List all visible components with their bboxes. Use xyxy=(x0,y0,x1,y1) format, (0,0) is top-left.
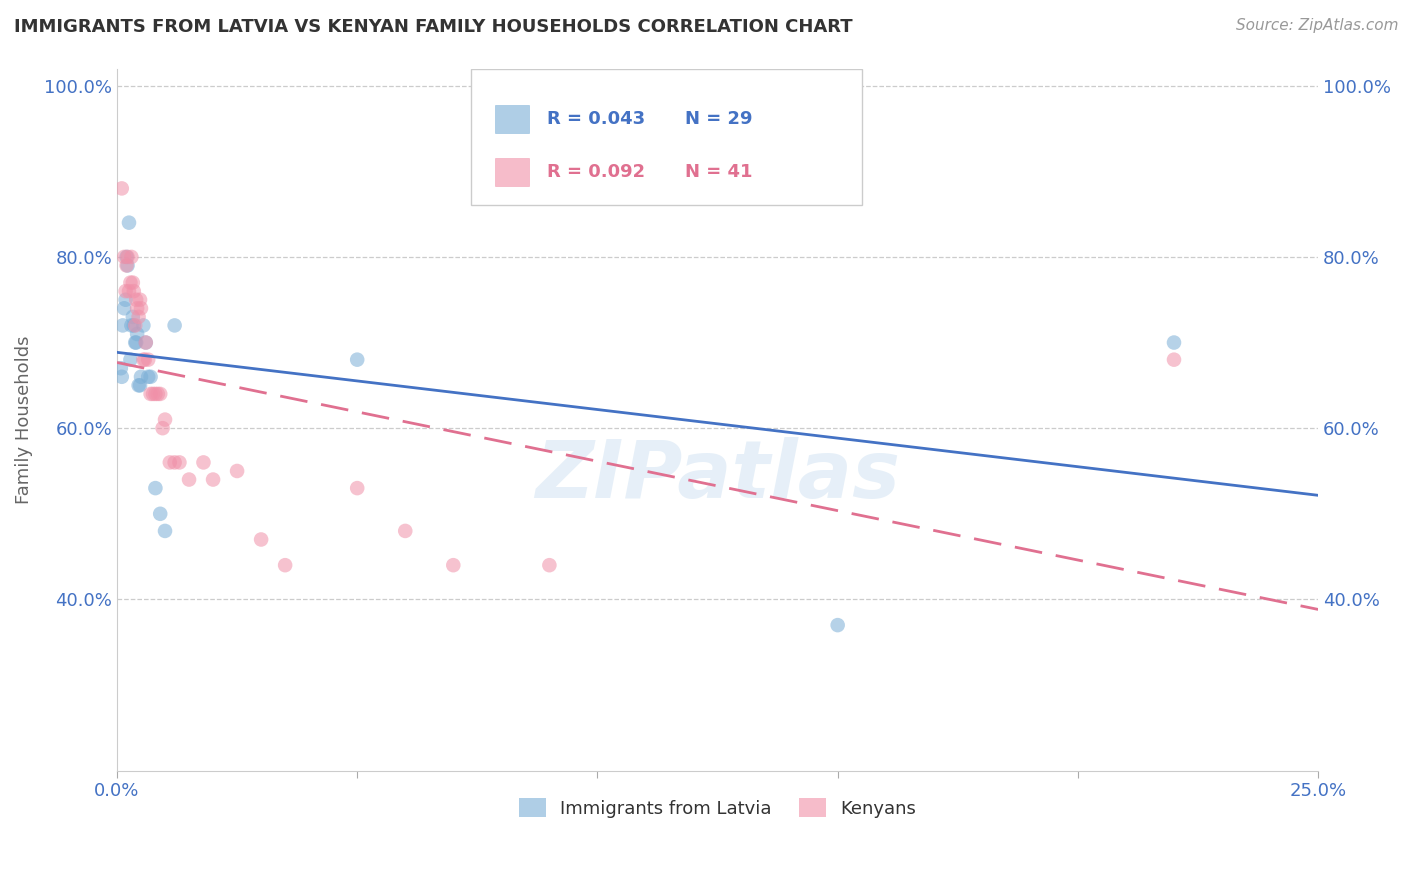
Point xyxy=(125,293,148,307)
Point xyxy=(1163,335,1185,350)
Point xyxy=(153,412,176,426)
Point xyxy=(112,250,135,264)
Point xyxy=(177,473,200,487)
Point xyxy=(127,326,149,341)
Point xyxy=(135,335,157,350)
Text: IMMIGRANTS FROM LATVIA VS KENYAN FAMILY HOUSEHOLDS CORRELATION CHART: IMMIGRANTS FROM LATVIA VS KENYAN FAMILY … xyxy=(14,18,852,36)
Point xyxy=(129,293,152,307)
Point xyxy=(193,455,215,469)
Point xyxy=(134,352,156,367)
Point xyxy=(120,276,142,290)
Point xyxy=(149,507,172,521)
Point xyxy=(1163,352,1185,367)
Point xyxy=(538,558,561,573)
Point xyxy=(827,618,849,632)
Point xyxy=(124,335,146,350)
Point xyxy=(118,216,141,230)
Point xyxy=(128,310,150,324)
Point xyxy=(346,352,368,367)
Point xyxy=(111,181,134,195)
Point xyxy=(274,558,297,573)
Point xyxy=(169,455,191,469)
Point xyxy=(159,455,181,469)
Point xyxy=(120,318,142,333)
Point xyxy=(139,387,162,401)
Text: ZIPatlas: ZIPatlas xyxy=(536,437,900,515)
Point xyxy=(145,387,167,401)
Point xyxy=(136,352,159,367)
Point xyxy=(128,378,150,392)
Point xyxy=(118,284,141,298)
Point xyxy=(152,421,174,435)
Text: Source: ZipAtlas.com: Source: ZipAtlas.com xyxy=(1236,18,1399,33)
Point xyxy=(115,259,138,273)
Point xyxy=(120,352,142,367)
Point xyxy=(117,259,139,273)
Point xyxy=(226,464,249,478)
Legend: Immigrants from Latvia, Kenyans: Immigrants from Latvia, Kenyans xyxy=(512,791,924,825)
Point xyxy=(112,301,135,316)
Point xyxy=(145,481,167,495)
Point xyxy=(125,335,148,350)
Point xyxy=(136,369,159,384)
FancyBboxPatch shape xyxy=(495,158,529,186)
Point xyxy=(135,335,157,350)
Text: R = 0.092: R = 0.092 xyxy=(547,162,645,181)
Text: N = 41: N = 41 xyxy=(685,162,752,181)
Point xyxy=(346,481,368,495)
Point xyxy=(146,387,169,401)
Point xyxy=(110,361,132,376)
Point xyxy=(129,301,152,316)
Point xyxy=(111,369,134,384)
Point xyxy=(122,318,145,333)
Point xyxy=(114,293,136,307)
Y-axis label: Family Households: Family Households xyxy=(15,335,32,504)
Point xyxy=(153,524,176,538)
Point xyxy=(441,558,464,573)
Point xyxy=(127,301,149,316)
Point xyxy=(117,250,139,264)
FancyBboxPatch shape xyxy=(495,105,529,133)
Text: N = 29: N = 29 xyxy=(685,110,752,128)
Point xyxy=(129,378,152,392)
Point xyxy=(139,369,162,384)
Point xyxy=(394,524,416,538)
Point xyxy=(115,250,138,264)
Text: R = 0.043: R = 0.043 xyxy=(547,110,645,128)
Point xyxy=(114,284,136,298)
Point xyxy=(250,533,273,547)
Point xyxy=(163,318,186,333)
Point xyxy=(149,387,172,401)
Point xyxy=(124,318,146,333)
Point xyxy=(122,284,145,298)
Point xyxy=(163,455,186,469)
Point xyxy=(129,369,152,384)
Point xyxy=(121,310,143,324)
Point xyxy=(202,473,225,487)
Point xyxy=(132,352,155,367)
Point xyxy=(121,276,143,290)
Point xyxy=(132,318,155,333)
Point xyxy=(142,387,165,401)
Point xyxy=(111,318,134,333)
FancyBboxPatch shape xyxy=(471,69,862,205)
Point xyxy=(120,250,142,264)
